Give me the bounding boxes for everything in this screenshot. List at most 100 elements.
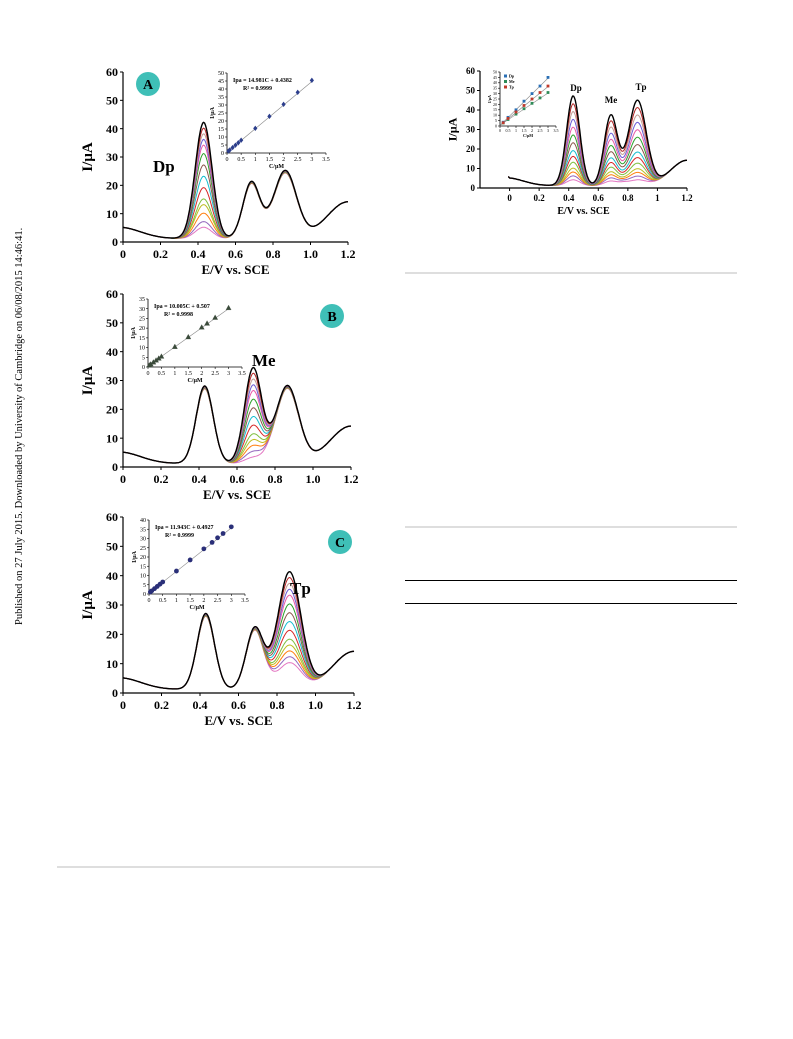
inset-data-point — [530, 101, 534, 105]
inset-y-tick-label: 45 — [218, 79, 224, 85]
inset-x-tick-label: 3 — [310, 157, 313, 163]
inset-x-tick-label: 2.5 — [211, 371, 219, 377]
panel-badge-label: A — [143, 78, 154, 93]
inset-y-axis-title: I/µA — [210, 106, 216, 118]
divider-right-mid — [405, 526, 737, 528]
x-tick-label: 0.4 — [563, 193, 575, 203]
inset-y-tick-label: 0 — [495, 123, 497, 128]
inset-y-tick-label: 15 — [139, 336, 145, 342]
inset-data-point — [160, 579, 166, 585]
x-tick-label: 0.2 — [154, 472, 169, 486]
y-tick-label: 60 — [106, 287, 118, 301]
inset-y-tick-label: 25 — [140, 546, 146, 552]
inset-data-point — [233, 142, 238, 148]
inset-data-point — [538, 84, 542, 88]
inset-y-tick-label: 10 — [218, 135, 224, 141]
inset-r-squared: R² = 0.9998 — [164, 312, 193, 318]
panel-badge-label: C — [335, 536, 345, 551]
x-tick-label: 1.0 — [306, 472, 321, 486]
inset-r-squared: R² = 0.9999 — [243, 86, 272, 92]
inset-x-tick-label: 0.5 — [158, 371, 166, 377]
y-tick-label: 0 — [471, 183, 476, 193]
y-tick-label: 40 — [466, 105, 476, 115]
inset-x-tick-label: 1.5 — [266, 157, 274, 163]
y-axis-title: I/µA — [80, 590, 96, 620]
y-tick-label: 30 — [106, 150, 118, 164]
inset-y-tick-label: 50 — [218, 71, 224, 77]
inset-y-tick-label: 20 — [139, 326, 145, 332]
inset-y-tick-label: 25 — [493, 96, 497, 101]
inset-x-tick-label: 2 — [531, 128, 533, 133]
y-tick-label: 0 — [112, 686, 118, 700]
voltammogram-curve — [122, 570, 355, 690]
panel-badge-label: B — [327, 310, 336, 325]
inset-data-point — [198, 324, 205, 330]
divider-left-bottom — [57, 866, 390, 868]
inset-y-tick-label: 5 — [221, 143, 224, 149]
divider-right-top — [405, 272, 737, 274]
y-tick-label: 30 — [466, 125, 476, 135]
y-tick-label: 30 — [106, 598, 118, 612]
inset-y-tick-label: 10 — [493, 113, 497, 118]
y-axis-title: I/µA — [80, 366, 96, 396]
inset-legend-marker — [504, 74, 507, 78]
peak-label: Dp — [153, 157, 175, 176]
x-tick-label: 1.0 — [303, 247, 318, 261]
inset-x-tick-label: 1.5 — [522, 128, 527, 133]
inset-data-point — [309, 77, 314, 84]
x-tick-label: 0.8 — [268, 472, 283, 486]
inset-x-axis-title: C/µM — [189, 605, 204, 611]
inset-y-tick-label: 50 — [493, 69, 497, 74]
inset-x-axis-title: C/µM — [523, 133, 533, 138]
inset-data-point — [220, 531, 226, 536]
y-tick-label: 0 — [112, 460, 118, 474]
y-tick-label: 20 — [106, 628, 118, 642]
inset-y-tick-label: 30 — [218, 103, 224, 109]
inset-y-tick-label: 20 — [218, 119, 224, 125]
inset-data-point — [239, 137, 244, 143]
inset-data-point — [212, 314, 218, 320]
inset-x-tick-label: 1 — [515, 128, 517, 133]
y-tick-label: 20 — [106, 403, 118, 417]
inset-data-point — [546, 84, 550, 88]
peak-label: Me — [252, 351, 276, 370]
inset-data-point — [185, 333, 192, 340]
voltammogram-curve — [122, 121, 348, 239]
inset-y-axis-title: I/µA — [131, 326, 137, 338]
x-tick-label: 0.8 — [622, 193, 634, 203]
y-tick-label: 10 — [466, 164, 476, 174]
y-tick-label: 40 — [106, 569, 118, 583]
inset-equation: Ipa = 11.943C + 0.4927 — [155, 525, 214, 531]
table-rule-top — [405, 580, 737, 581]
peak-label: Dp — [570, 83, 582, 93]
x-tick-label: 1.2 — [681, 193, 693, 203]
y-tick-label: 0 — [112, 235, 118, 249]
y-tick-label: 10 — [106, 657, 118, 671]
inset-x-tick-label: 1.5 — [186, 598, 194, 604]
inset-data-point — [227, 147, 232, 153]
x-tick-label: 1.2 — [344, 472, 359, 486]
voltammogram-curve — [122, 384, 351, 464]
inset-x-tick-label: 3.5 — [322, 157, 330, 163]
inset-y-tick-label: 5 — [142, 355, 145, 361]
inset-y-tick-label: 30 — [493, 91, 497, 96]
inset-x-tick-label: 2 — [200, 371, 203, 377]
inset-y-axis-title: I/µA — [487, 95, 492, 103]
x-tick-label: 1.2 — [347, 698, 362, 712]
voltammogram-curve — [122, 582, 355, 690]
peak-label: Tp — [635, 82, 646, 92]
y-tick-label: 60 — [466, 66, 476, 76]
inset-y-tick-label: 40 — [140, 518, 146, 524]
x-tick-label: 0.8 — [266, 247, 281, 261]
inset-y-tick-label: 45 — [493, 75, 497, 80]
inset-y-tick-label: 35 — [140, 527, 146, 533]
inset-y-tick-label: 35 — [218, 95, 224, 101]
x-axis-title: E/V vs. SCE — [204, 713, 272, 728]
inset-data-point — [530, 97, 534, 101]
inset-x-tick-label: 2 — [202, 598, 205, 604]
x-tick-label: 0.6 — [231, 698, 246, 712]
inset-y-tick-label: 0 — [221, 151, 224, 157]
inset-data-point — [522, 99, 526, 103]
inset-y-tick-label: 35 — [139, 297, 145, 303]
